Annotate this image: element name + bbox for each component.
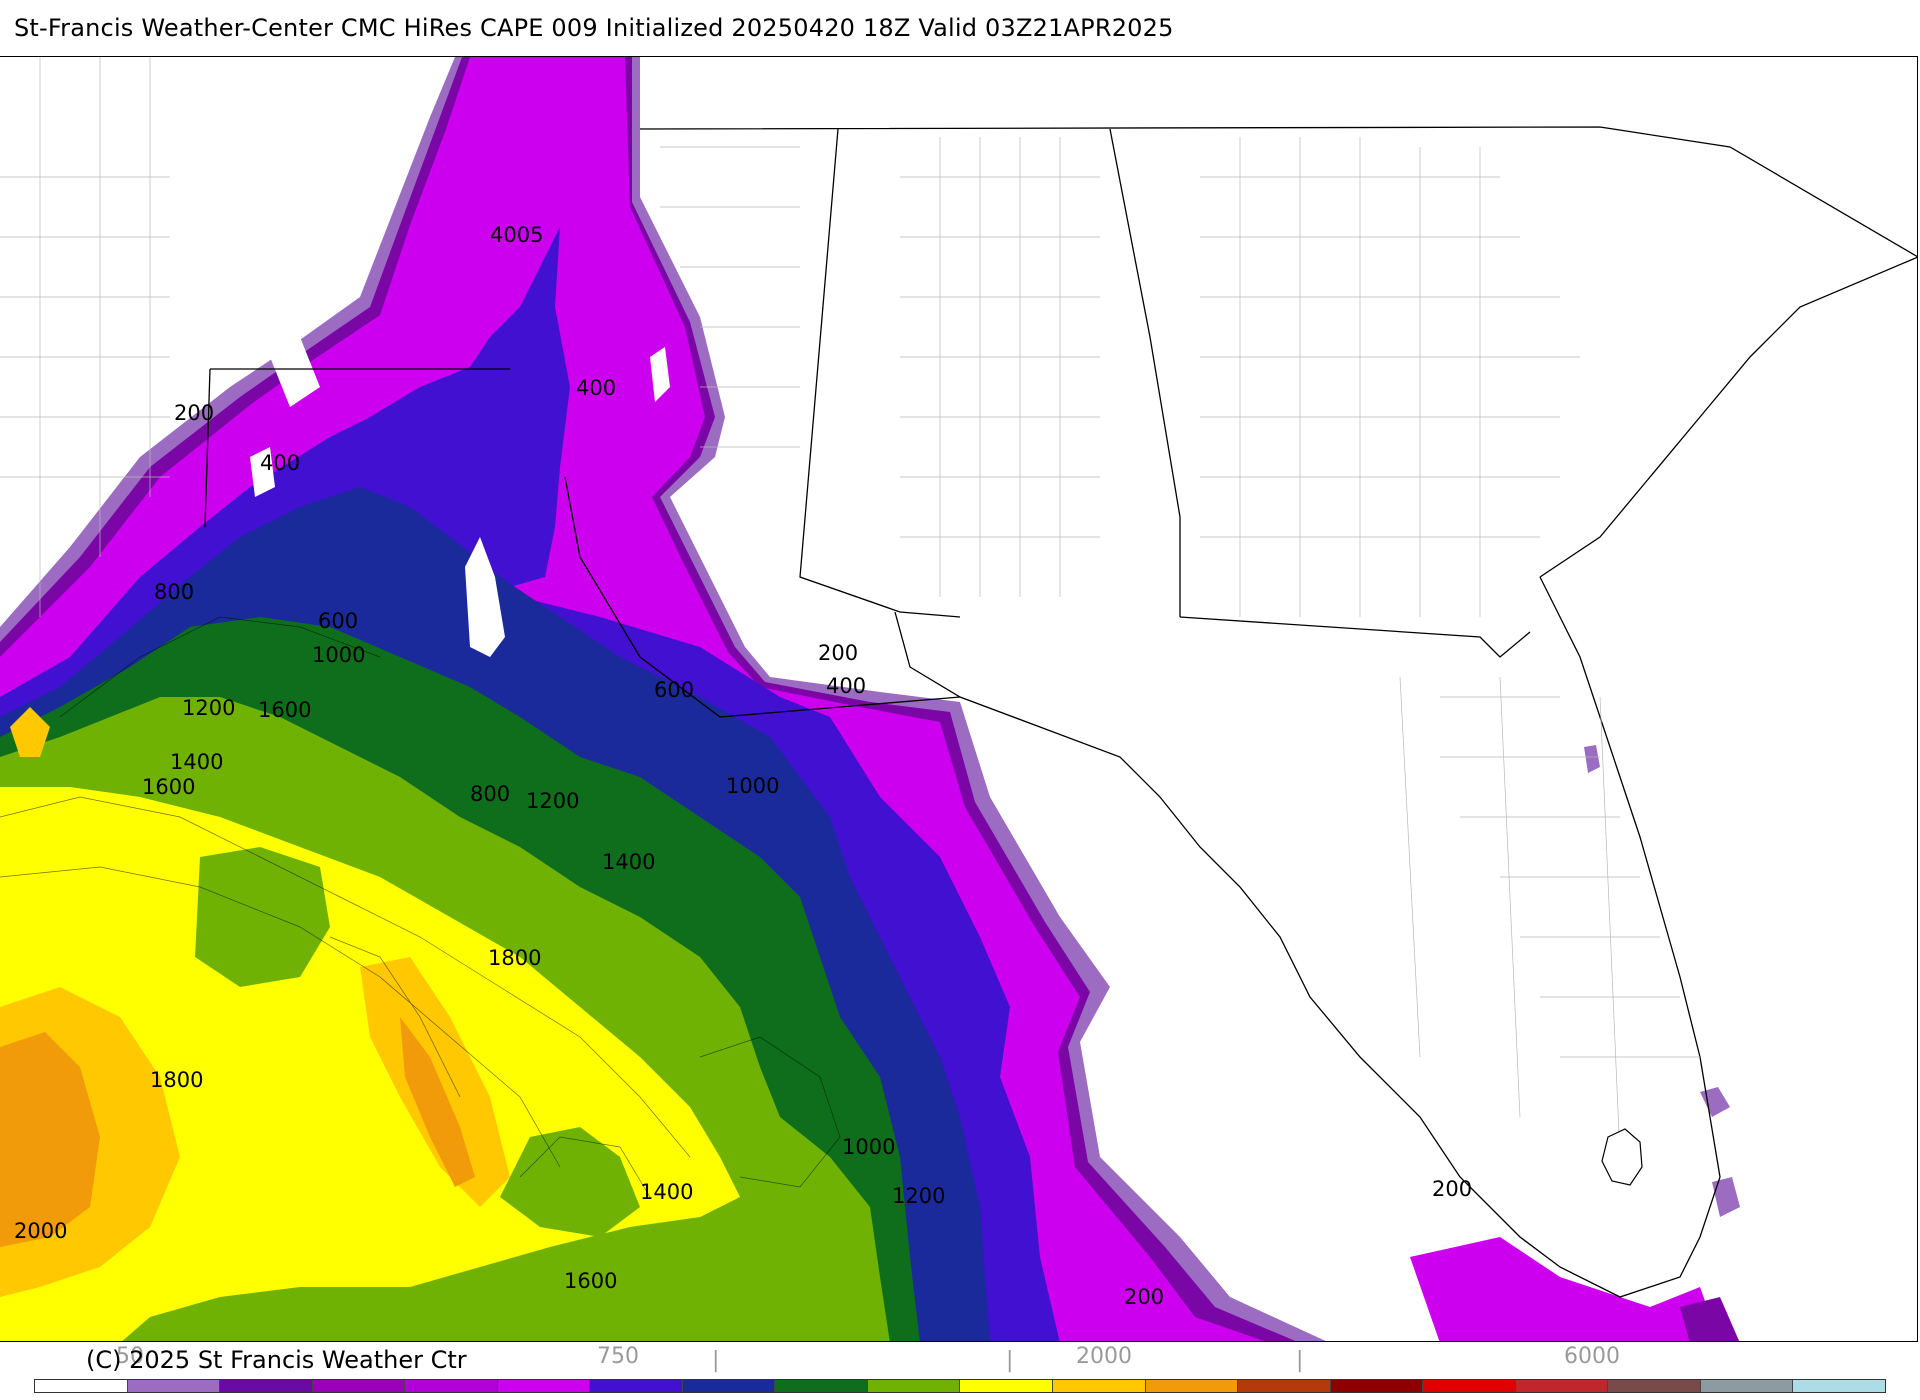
cape-blob-fl-2	[1700, 1087, 1730, 1117]
contour-label: 800	[470, 782, 510, 806]
colorbar-tick-mark: |	[1296, 1348, 1304, 1373]
cape-blob-keys	[1410, 1237, 1720, 1341]
cape-field-2000	[0, 1017, 475, 1247]
colorbar-swatch	[960, 1380, 1054, 1392]
cape-contours	[0, 616, 841, 1198]
colorbar-swatch	[497, 1380, 591, 1392]
contour-label: 1400	[170, 750, 223, 774]
cape-map: 4005 400 200 400 800 600 1000 1200 1600 …	[0, 56, 1918, 1342]
colorbar-swatch	[590, 1380, 683, 1392]
contour-label: 1200	[526, 789, 579, 813]
colorbar-swatch	[1608, 1380, 1701, 1392]
colorbar-swatch	[1145, 1380, 1239, 1392]
colorbar-swatch	[1515, 1380, 1609, 1392]
contour-label: 2000	[14, 1219, 67, 1243]
colorbar-swatch	[1423, 1380, 1516, 1392]
contour-labels: 4005 400 200 400 800 600 1000 1200 1600 …	[14, 223, 1472, 1309]
colorbar-swatch	[1238, 1380, 1331, 1392]
contour-label: 400	[576, 376, 616, 400]
county-lines	[0, 57, 1700, 1158]
contour-label: 200	[818, 641, 858, 665]
contour-label: 200	[1124, 1285, 1164, 1309]
cape-blob-fl-3	[1712, 1177, 1740, 1217]
copyright-text: (C) 2025 St Francis Weather Ctr	[86, 1346, 467, 1374]
contour-label: 1800	[150, 1068, 203, 1092]
contour-label: 1000	[726, 774, 779, 798]
colorbar-swatch	[775, 1380, 868, 1392]
contour-label: 200	[1432, 1177, 1472, 1201]
lake-okeechobee	[1601, 1128, 1643, 1186]
colorbar-swatch	[1793, 1380, 1885, 1392]
cape-map-canvas: 4005 400 200 400 800 600 1000 1200 1600 …	[0, 57, 1917, 1341]
cape-blob-keys-dark	[1680, 1297, 1740, 1341]
colorbar-tick-label: 750	[597, 1344, 639, 1369]
contour-label: 4005	[490, 223, 543, 247]
state-borders	[204, 126, 1917, 1298]
contour-label: 1000	[842, 1135, 895, 1159]
cape-field-1800	[0, 957, 510, 1297]
contour-label: 1600	[564, 1269, 617, 1293]
colorbar-swatch	[1330, 1380, 1424, 1392]
contour-label: 1800	[488, 946, 541, 970]
colorbar-swatch	[312, 1380, 406, 1392]
colorbar-swatch	[220, 1380, 313, 1392]
map-title: St-Francis Weather-Center CMC HiRes CAPE…	[14, 14, 1174, 42]
contour-label: 1600	[142, 775, 195, 799]
colorbar-swatch	[127, 1380, 221, 1392]
contour-label: 1000	[312, 643, 365, 667]
colorbar-swatch	[1700, 1380, 1794, 1392]
cape-blob-fl-1	[1584, 745, 1600, 773]
colorbar-tick-label: 6000	[1564, 1344, 1620, 1369]
colorbar-swatch	[1053, 1380, 1146, 1392]
contour-label: 200	[174, 401, 214, 425]
contour-label: 600	[318, 609, 358, 633]
cape-colorbar	[34, 1379, 1886, 1393]
cape-field-1200b	[195, 847, 640, 1237]
colorbar-tick-mark: |	[1006, 1348, 1014, 1373]
contour-label: 600	[654, 678, 694, 702]
colorbar-tick-label: 50	[116, 1344, 144, 1369]
contour-label: 400	[260, 451, 300, 475]
contour-label: 1400	[602, 850, 655, 874]
cape-field-1800b	[10, 707, 50, 757]
contour-label: 1200	[892, 1184, 945, 1208]
colorbar-swatch	[35, 1380, 128, 1392]
contour-label: 800	[154, 580, 194, 604]
contour-label: 1600	[258, 698, 311, 722]
colorbar-tick-label: 2000	[1076, 1344, 1132, 1369]
colorbar-tick-mark: |	[712, 1348, 720, 1373]
colorbar-swatch	[405, 1380, 498, 1392]
colorbar-swatch	[867, 1380, 961, 1392]
colorbar-swatch	[682, 1380, 776, 1392]
contour-label: 1400	[640, 1180, 693, 1204]
contour-label: 1200	[182, 696, 235, 720]
contour-label: 400	[826, 674, 866, 698]
